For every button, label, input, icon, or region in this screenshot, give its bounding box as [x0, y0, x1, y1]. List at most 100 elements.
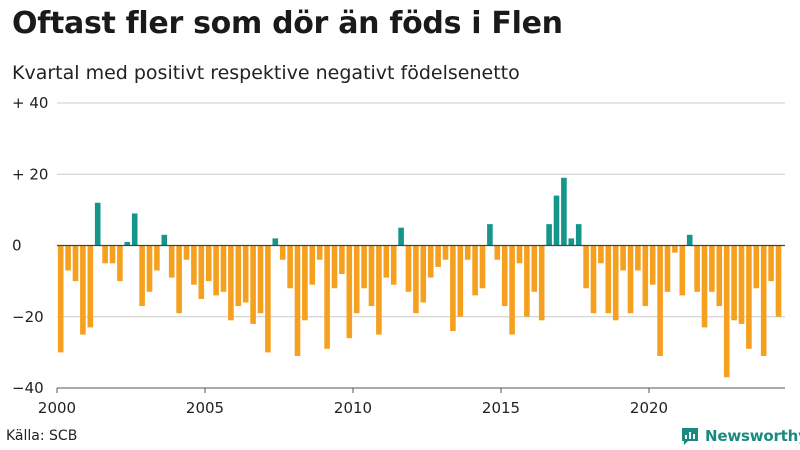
chart-title: Oftast fler som dör än föds i Flen: [12, 6, 563, 41]
bar: [583, 245, 589, 289]
x-tick-label: 2005: [186, 399, 224, 417]
bar: [605, 245, 612, 314]
bar: [709, 245, 715, 292]
bar: [701, 245, 708, 328]
bar: [746, 245, 752, 349]
bar: [65, 245, 71, 271]
bar: [427, 245, 434, 278]
bar: [102, 245, 108, 264]
bar: [531, 245, 538, 292]
bar: [368, 245, 375, 307]
bar: [72, 245, 79, 282]
bar: [553, 195, 560, 246]
bar: [413, 245, 419, 314]
bar: [250, 245, 256, 324]
bar: [472, 245, 478, 296]
bar: [272, 238, 279, 246]
bar: [339, 245, 345, 274]
bar: [561, 177, 567, 246]
y-tick-label: −40: [12, 379, 44, 397]
bar: [405, 245, 412, 292]
bar: [228, 245, 234, 321]
bar: [80, 245, 86, 335]
bar: [302, 245, 308, 321]
bar: [191, 245, 197, 285]
bar: [376, 245, 382, 335]
x-tick-label: 2020: [630, 399, 668, 417]
brand-name: Newsworthy: [705, 427, 800, 445]
bar: [575, 224, 582, 246]
bar: [590, 245, 597, 314]
bar: [479, 245, 486, 289]
bar: [279, 245, 286, 260]
bar: [168, 245, 175, 278]
bar: [117, 245, 123, 282]
bar: [627, 245, 634, 314]
bar: [716, 245, 723, 307]
bar: [183, 245, 190, 260]
bar: [324, 245, 330, 349]
bar: [361, 245, 367, 289]
bar: [642, 245, 649, 307]
bar: [487, 224, 493, 246]
bar: [265, 245, 271, 353]
bar: [287, 245, 293, 289]
bar: [87, 245, 94, 328]
x-tick-label: 2010: [334, 399, 372, 417]
bar: [612, 245, 619, 321]
bar: [383, 245, 390, 278]
bar: [198, 245, 205, 299]
bar: [176, 245, 182, 314]
bar: [620, 245, 626, 271]
brand-logo: Newsworthy: [680, 426, 800, 446]
bar: [235, 245, 242, 307]
bar: [442, 245, 449, 260]
bar: [331, 245, 338, 289]
bar: [516, 245, 523, 264]
bar: [753, 245, 760, 289]
bar: [738, 245, 745, 324]
chart-subtitle: Kvartal med positivt respektive negativt…: [12, 62, 520, 84]
bar: [57, 245, 64, 353]
bar: [205, 245, 212, 282]
newsworthy-logo-icon: [682, 428, 698, 445]
bar: [154, 245, 160, 271]
bar: [139, 245, 145, 307]
bar: [316, 245, 323, 260]
bar: [398, 227, 404, 246]
bar: [390, 245, 397, 285]
y-tick-label: + 40: [12, 94, 48, 112]
bar: [501, 245, 508, 307]
bar: [649, 245, 656, 285]
bar: [220, 245, 227, 292]
bar: [161, 234, 168, 246]
bar: [494, 245, 501, 260]
bar: [146, 245, 153, 292]
bar: [213, 245, 219, 296]
bar: [509, 245, 515, 335]
bar: [94, 202, 101, 246]
x-tick-label: 2015: [482, 399, 520, 417]
bar: [294, 245, 301, 356]
bar: [768, 245, 774, 282]
bar: [309, 245, 316, 285]
bar: [435, 245, 441, 267]
bar: [723, 245, 730, 378]
bar: [109, 245, 116, 264]
bar: [450, 245, 456, 331]
bar: [242, 245, 249, 303]
bar: [538, 245, 545, 321]
bar: [346, 245, 353, 339]
bar: [568, 238, 575, 246]
bar: [635, 245, 641, 271]
bar: [257, 245, 264, 314]
y-tick-label: 0: [12, 237, 22, 255]
bar: [124, 241, 131, 246]
bar: [760, 245, 767, 356]
bar: [672, 245, 678, 253]
bar: [464, 245, 471, 260]
bar: [731, 245, 737, 321]
bar: [657, 245, 663, 356]
source-note: Källa: SCB: [6, 428, 78, 444]
